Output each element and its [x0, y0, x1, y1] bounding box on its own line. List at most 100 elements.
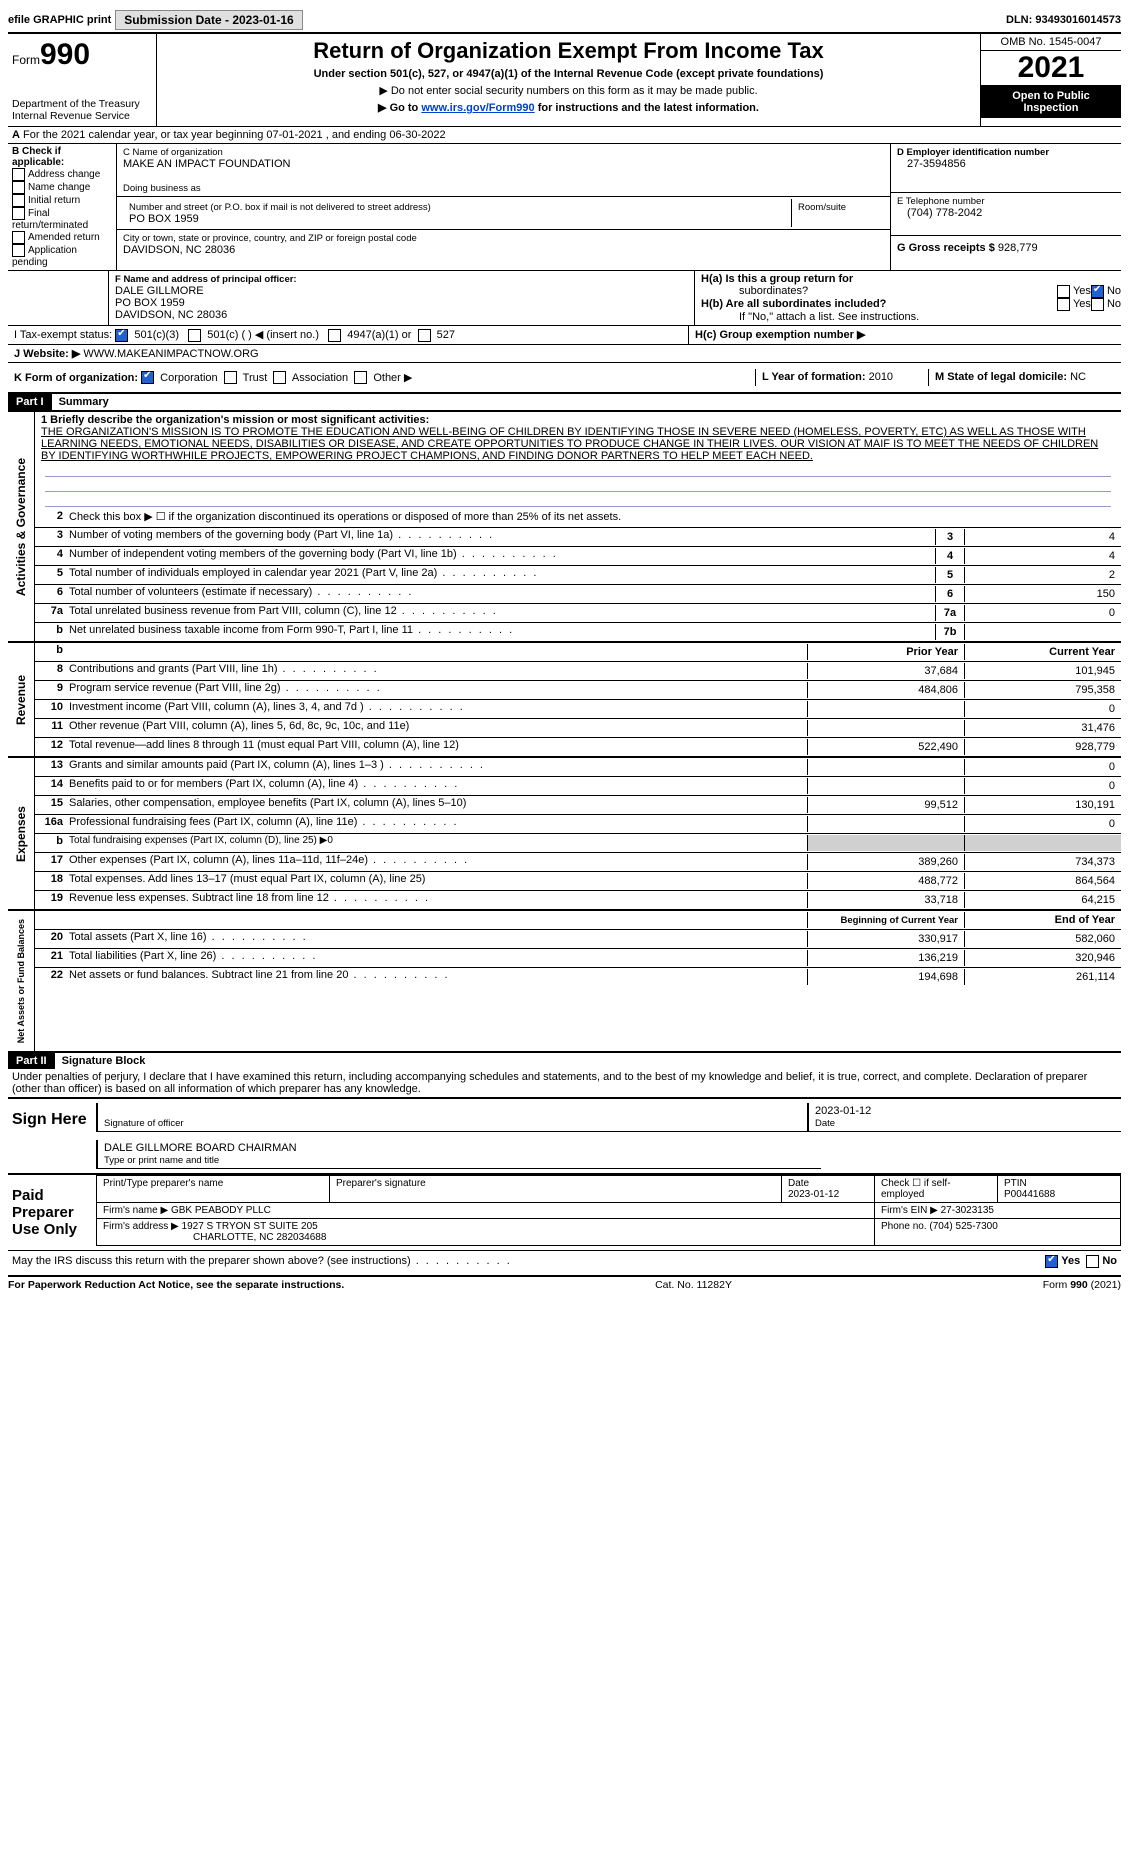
blank-line [45, 477, 1111, 492]
line6-val: 150 [965, 586, 1121, 602]
dba-label: Doing business as [123, 183, 201, 194]
gov-side-label: Activities & Governance [12, 450, 30, 604]
501c3-checkbox[interactable] [115, 329, 128, 342]
initial-return-label: Initial return [28, 195, 80, 206]
final-return-checkbox[interactable] [12, 207, 25, 220]
hb-yes-checkbox[interactable] [1057, 298, 1070, 311]
discuss-yes-checkbox[interactable] [1045, 1255, 1058, 1268]
trust-label: Trust [243, 372, 268, 384]
501c-checkbox[interactable] [188, 329, 201, 342]
line21-end: 320,946 [964, 950, 1121, 966]
4947-checkbox[interactable] [328, 329, 341, 342]
end-year-head: End of Year [964, 912, 1121, 928]
address-change-checkbox[interactable] [12, 168, 25, 181]
sig-date: 2023-01-12 [815, 1105, 871, 1117]
phone-label: E Telephone number [897, 196, 985, 207]
application-pending-checkbox[interactable] [12, 244, 25, 257]
line9-text: Program service revenue (Part VIII, line… [69, 682, 807, 694]
other-checkbox[interactable] [354, 371, 367, 384]
hb-no-checkbox[interactable] [1091, 298, 1104, 311]
ein-label: D Employer identification number [897, 147, 1049, 158]
name-change-checkbox[interactable] [12, 181, 25, 194]
part2-num: Part II [8, 1053, 55, 1069]
line16a-text: Professional fundraising fees (Part IX, … [69, 816, 807, 828]
assoc-checkbox[interactable] [273, 371, 286, 384]
initial-return-checkbox[interactable] [12, 194, 25, 207]
room-label: Room/suite [798, 202, 846, 213]
dln-label: DLN: 93493016014573 [1006, 14, 1121, 26]
501c-label: 501(c) ( ) ◀ (insert no.) [207, 329, 319, 341]
year-formed: 2010 [869, 371, 893, 383]
k-label: K Form of organization: [14, 372, 138, 384]
line10-prior [807, 701, 964, 717]
mission-label: 1 Briefly describe the organization's mi… [41, 414, 429, 426]
line8-prior: 37,684 [807, 663, 964, 679]
corp-checkbox[interactable] [141, 371, 154, 384]
hb-label: H(b) Are all subordinates included? [701, 298, 886, 311]
firm-addr-label: Firm's address ▶ [103, 1221, 179, 1232]
city-label: City or town, state or province, country… [123, 233, 417, 244]
part1-title: Summary [55, 394, 113, 410]
line7a-val: 0 [965, 605, 1121, 621]
blank-line [45, 492, 1111, 507]
b-label: B Check if applicable: [12, 146, 64, 168]
pra-notice: For Paperwork Reduction Act Notice, see … [8, 1279, 344, 1291]
line12-current: 928,779 [964, 739, 1121, 755]
assoc-label: Association [292, 372, 348, 384]
line4-box: 4 [935, 548, 965, 564]
line4-val: 4 [965, 548, 1121, 564]
firm-addr1: 1927 S TRYON ST SUITE 205 [182, 1221, 318, 1232]
form-number: 990 [40, 38, 90, 71]
line22-text: Net assets or fund balances. Subtract li… [69, 969, 807, 981]
perjury-text: Under penalties of perjury, I declare th… [8, 1069, 1121, 1097]
prep-date: 2023-01-12 [788, 1189, 839, 1200]
discuss-no-checkbox[interactable] [1086, 1255, 1099, 1268]
line20-text: Total assets (Part X, line 16) [69, 931, 807, 943]
officer-addr2: DAVIDSON, NC 28036 [115, 309, 227, 321]
firm-name: GBK PEABODY PLLC [171, 1205, 271, 1216]
line19-prior: 33,718 [807, 892, 964, 908]
line5-box: 5 [935, 567, 965, 583]
amended-return-checkbox[interactable] [12, 231, 25, 244]
ha-no-checkbox[interactable] [1091, 285, 1104, 298]
line16b-current-shade [964, 835, 1121, 851]
expenses-side-label: Expenses [12, 798, 30, 870]
line7a-box: 7a [935, 605, 965, 621]
submission-date-button[interactable]: Submission Date - 2023-01-16 [115, 10, 302, 30]
line11-prior [807, 720, 964, 736]
officer-label: F Name and address of principal officer: [115, 274, 297, 285]
line6-text: Total number of volunteers (estimate if … [69, 586, 935, 598]
line22-end: 261,114 [964, 969, 1121, 985]
m-label: M State of legal domicile: [935, 371, 1067, 383]
begin-year-head: Beginning of Current Year [807, 912, 964, 928]
section-a: A For the 2021 calendar year, or tax yea… [8, 126, 1121, 143]
line17-text: Other expenses (Part IX, column (A), lin… [69, 854, 807, 866]
goto-post: for instructions and the latest informat… [535, 102, 759, 114]
line7b-text: Net unrelated business taxable income fr… [69, 624, 935, 636]
trust-checkbox[interactable] [224, 371, 237, 384]
line13-current: 0 [964, 759, 1121, 775]
hb-yes: Yes [1073, 298, 1091, 311]
line14-current: 0 [964, 778, 1121, 794]
line5-text: Total number of individuals employed in … [69, 567, 935, 579]
line12-prior: 522,490 [807, 739, 964, 755]
ha-yes-checkbox[interactable] [1057, 285, 1070, 298]
527-checkbox[interactable] [418, 329, 431, 342]
firm-ein-label: Firm's EIN ▶ [881, 1205, 938, 1216]
irs-link[interactable]: www.irs.gov/Form990 [421, 102, 534, 114]
l-label: L Year of formation: [762, 371, 866, 383]
line7a-text: Total unrelated business revenue from Pa… [69, 605, 935, 617]
line11-text: Other revenue (Part VIII, column (A), li… [69, 720, 807, 732]
line7b-box: 7b [935, 624, 965, 640]
ptin-head: PTIN [1004, 1178, 1027, 1189]
ha-label: H(a) Is this a group return for [701, 273, 853, 285]
line17-prior: 389,260 [807, 854, 964, 870]
hc-label: H(c) Group exemption number ▶ [695, 329, 865, 341]
website: WWW.MAKEANIMPACTNOW.ORG [83, 348, 258, 360]
omb-number: OMB No. 1545-0047 [981, 34, 1121, 50]
cat-no: Cat. No. 11282Y [655, 1279, 732, 1291]
phone: (704) 778-2042 [897, 207, 982, 219]
prior-year-head: Prior Year [807, 644, 964, 660]
line16a-current: 0 [964, 816, 1121, 832]
gross-receipts-label: G Gross receipts $ [897, 242, 995, 254]
